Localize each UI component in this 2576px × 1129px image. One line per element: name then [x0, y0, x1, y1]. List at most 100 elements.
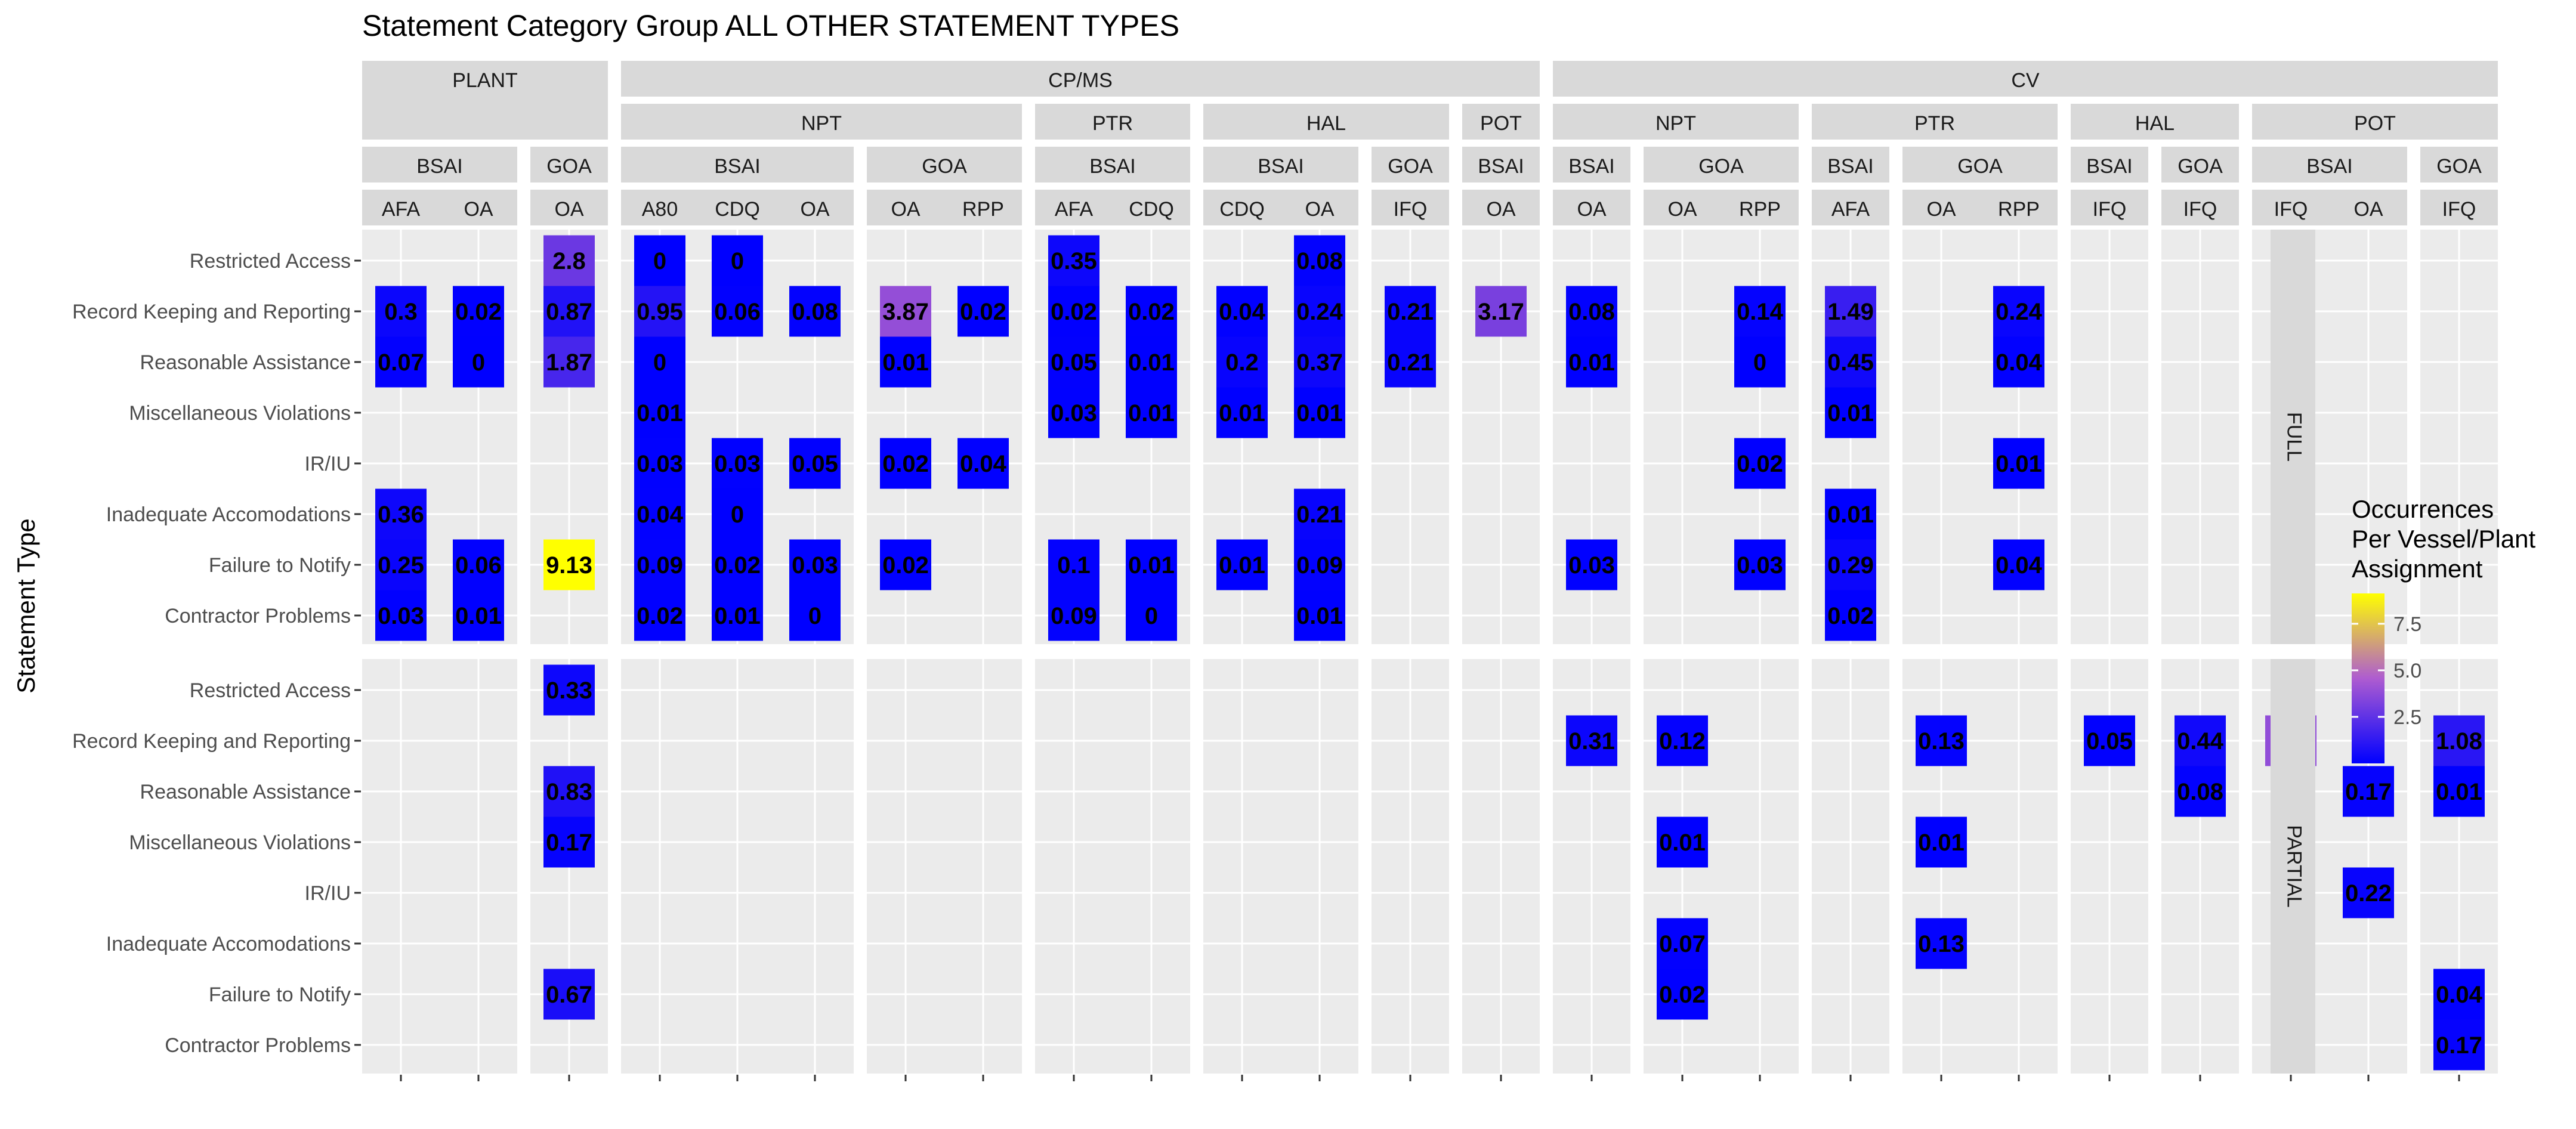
cell-value-label: 0.17 — [546, 830, 592, 856]
cell-value-label: 0.01 — [1128, 400, 1175, 426]
strip-gear-label: IFQ — [2442, 198, 2476, 221]
heatmap-cell — [1993, 336, 2044, 388]
cell-value-label: 0.09 — [1051, 603, 1097, 629]
cell-value-label: 0.03 — [1568, 552, 1615, 579]
cell-value-label: 0.01 — [2436, 779, 2482, 805]
strip-gear-label: AFA — [1831, 198, 1870, 221]
strip-gear-bg — [530, 190, 608, 225]
cell-value-label: 0.04 — [637, 502, 684, 528]
strip-area-label: BSAI — [1089, 155, 1135, 178]
heatmap-cell — [957, 438, 1009, 489]
legend: Occurrences Per Vessel/Plant Assignment … — [2352, 495, 2536, 763]
panel-bg-partial-4 — [1035, 659, 1190, 1074]
strip-gear-bg — [1644, 190, 1799, 225]
strip-area-bg — [1902, 147, 2058, 183]
strip-group-label: CV — [2011, 69, 2040, 92]
strip-area-bg — [1812, 147, 1889, 183]
cell-value-label: 0.01 — [1827, 502, 1874, 528]
heatmap-cell — [453, 590, 504, 641]
cell-value-label: 0.45 — [1827, 349, 1874, 376]
heatmap-cell — [1216, 286, 1268, 337]
heatmap-cell — [543, 766, 595, 817]
strip-area-label: BSAI — [2086, 155, 2132, 178]
strip-area-label: BSAI — [1827, 155, 1873, 178]
strip-area-bg — [2420, 147, 2498, 183]
y-tick-label: Inadequate Accomodations — [106, 503, 351, 526]
heatmap-cell — [1385, 286, 1436, 337]
cell-value-label: 0 — [1753, 349, 1766, 376]
cell-value-label: 0.01 — [637, 400, 683, 426]
cell-value-label: 0.03 — [637, 451, 683, 477]
strip-gear-label: A80 — [642, 198, 678, 221]
strip-gear-type-bg — [1812, 104, 2058, 140]
cell-value-label: 0.1 — [1057, 552, 1091, 579]
strip-gear-label: CDQ — [715, 198, 760, 221]
cell-value-label: 0.04 — [960, 451, 1007, 477]
heatmap-cell — [375, 590, 427, 641]
heatmap-cell — [2084, 715, 2135, 766]
strip-gear-type-bg — [1035, 104, 1190, 140]
strip-group-bg — [362, 61, 608, 140]
strip-gear-bg — [2071, 190, 2148, 225]
y-tick-label: Reasonable Assistance — [140, 781, 351, 803]
strip-area-bg — [1553, 147, 1630, 183]
heatmap-cell — [634, 438, 685, 489]
heatmap-cell — [1216, 539, 1268, 590]
strip-gear-label: OA — [464, 198, 493, 221]
cell-value-label: 0.12 — [1659, 728, 1706, 754]
strip-gear-bg — [2252, 190, 2407, 225]
cell-value-label: 0.22 — [2345, 880, 2392, 907]
strip-area-bg — [2161, 147, 2239, 183]
cell-value-label: 0.01 — [1568, 349, 1615, 376]
strip-gear-label: OA — [1926, 198, 1956, 221]
heatmap-cell — [1294, 336, 1345, 388]
cell-value-label: 0.02 — [882, 552, 929, 579]
strip-area-bg — [1203, 147, 1358, 183]
strip-gear-type-bg — [2252, 104, 2498, 140]
cell-value-label: 0.01 — [1918, 830, 1965, 856]
heatmap-cell — [1566, 286, 1617, 337]
cell-value-label: 0.67 — [546, 982, 592, 1008]
heatmap-cell — [1734, 336, 1786, 388]
heatmap-cell — [1294, 286, 1345, 337]
cell-value-label: 0 — [731, 502, 744, 528]
panel-bg-partial-0 — [362, 659, 517, 1074]
heatmap-cell — [712, 590, 763, 641]
heatmap-cell — [543, 539, 595, 590]
strip-area-bg — [1372, 147, 1449, 183]
strip-gear-bg — [2420, 190, 2498, 225]
heatmap-cell — [2175, 715, 2226, 766]
heatmap-cell — [543, 286, 595, 337]
cell-value-label: 0.01 — [1219, 400, 1265, 426]
heatmap-cell — [1294, 590, 1345, 641]
strip-group-label: PLANT — [452, 69, 518, 92]
legend-title-line-3: Assignment — [2352, 555, 2483, 583]
y-tick-label: Restricted Access — [190, 250, 351, 273]
y-tick-label: Record Keeping and Reporting — [72, 301, 351, 323]
heatmap-cell — [634, 488, 685, 540]
heatmap-cell — [789, 539, 841, 590]
strip-area-bg — [621, 147, 854, 183]
cell-value-label: 0.14 — [1737, 299, 1784, 325]
cell-value-label: 0.24 — [1296, 299, 1343, 325]
heatmap-cell — [1566, 539, 1617, 590]
heatmap-cell — [712, 286, 763, 337]
heatmap-cell — [453, 539, 504, 590]
heatmap-cell — [789, 286, 841, 337]
heatmap-cell — [1657, 715, 1708, 766]
heatmap-cell — [1385, 336, 1436, 388]
heatmap-cell — [789, 590, 841, 641]
cell-value-label: 0.37 — [1296, 349, 1343, 376]
strip-area-bg — [867, 147, 1022, 183]
cell-value-label: 0.05 — [2086, 728, 2133, 754]
strip-gear-label: CDQ — [1219, 198, 1265, 221]
heatmap-cell — [880, 438, 931, 489]
strip-row-label: PARTIAL — [2283, 825, 2306, 908]
strip-area-label: BSAI — [416, 155, 462, 178]
heatmap-cell — [543, 235, 595, 286]
cell-value-label: 0.01 — [1296, 400, 1343, 426]
y-tick-label: Inadequate Accomodations — [106, 933, 351, 955]
heatmap-cell — [789, 438, 841, 489]
cell-value-label: 0 — [653, 349, 666, 376]
cell-value-label: 0.01 — [1219, 552, 1265, 579]
